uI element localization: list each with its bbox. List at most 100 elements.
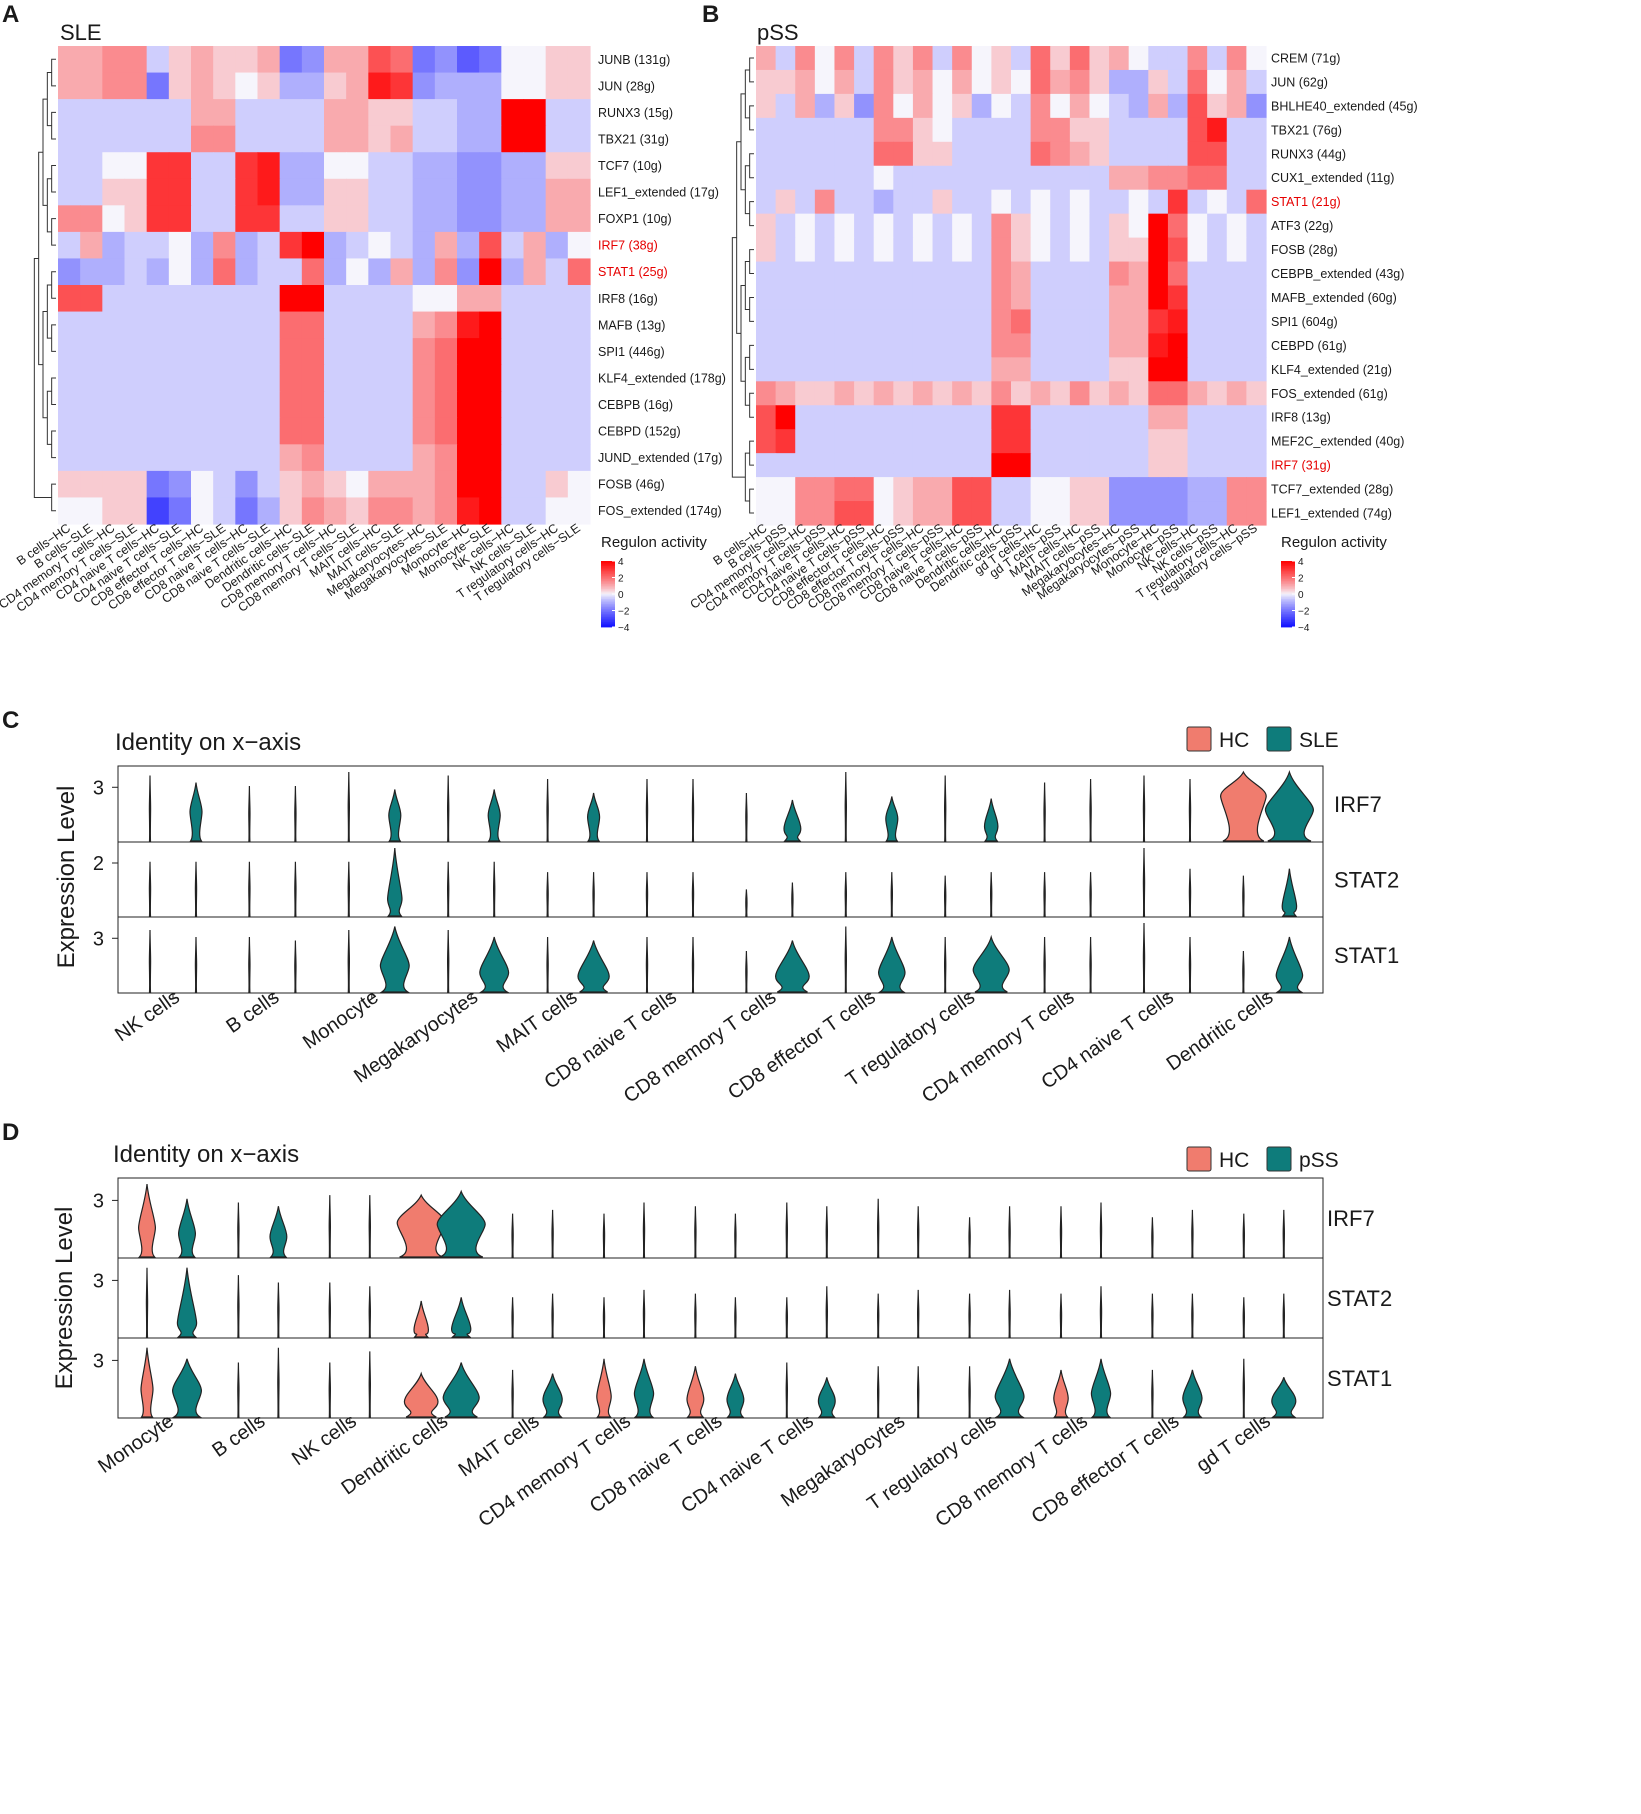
heatmap-cell	[795, 405, 816, 430]
violin-shape	[1099, 1202, 1103, 1258]
dendrogram-branch	[46, 390, 52, 445]
dendrogram-branch	[740, 93, 746, 191]
heatmap-cell	[390, 417, 414, 445]
dendrogram-branch	[744, 165, 750, 215]
heatmap-cell	[146, 497, 170, 525]
heatmap-cell	[390, 444, 414, 472]
heatmap-cell	[1148, 117, 1169, 143]
heatmap-cell	[346, 178, 369, 206]
legend-gradient-step	[601, 577, 615, 580]
heatmap-cell	[1128, 309, 1149, 334]
heatmap-cell	[775, 261, 796, 287]
heatmap-cell	[1226, 357, 1247, 382]
legend-gradient-step	[601, 567, 615, 570]
heatmap-cell	[854, 213, 875, 239]
heatmap-cell	[346, 152, 369, 180]
row-label: JUNB (131g)	[598, 53, 670, 67]
heatmap-cell	[479, 364, 502, 392]
y-axis-label: Expression Level	[51, 1207, 78, 1390]
heatmap-cell	[971, 213, 992, 239]
heatmap-cell	[1167, 381, 1189, 406]
violin-shape	[386, 847, 403, 917]
heatmap-cell	[912, 429, 934, 454]
heatmap-cell	[756, 453, 777, 478]
heatmap-cell	[279, 152, 303, 180]
heatmap-cell	[1089, 165, 1110, 191]
heatmap-cell	[1069, 477, 1091, 502]
heatmap-cell	[146, 72, 170, 100]
violin-shape	[943, 875, 947, 917]
heatmap-cell	[390, 205, 414, 233]
violin-shape	[877, 936, 906, 993]
row-label: CEBPD (61g)	[1271, 339, 1347, 353]
heatmap-cell	[102, 72, 126, 100]
heatmap-cell	[814, 141, 836, 167]
heatmap-cell	[1069, 237, 1091, 263]
legend-gradient-step	[601, 622, 615, 625]
heatmap-cell	[545, 99, 569, 127]
heatmap-cell	[479, 391, 502, 419]
heatmap-cell	[952, 237, 973, 263]
row-label: CREM (71g)	[1271, 52, 1340, 66]
heatmap-cell	[893, 429, 914, 454]
heatmap-cell	[873, 93, 894, 119]
heatmap-cell	[213, 152, 236, 180]
heatmap-cell	[346, 444, 369, 472]
heatmap-cell	[434, 470, 458, 499]
heatmap-cell	[1226, 453, 1247, 478]
violin-shape	[177, 1198, 197, 1258]
heatmap-cell	[1187, 141, 1208, 167]
heatmap-cell	[854, 381, 875, 406]
heatmap-cell	[501, 178, 525, 206]
legend-gradient-step	[1281, 605, 1295, 608]
heatmap-cell	[390, 125, 414, 153]
x-tick-label: B cells	[222, 986, 283, 1038]
heatmap-cell	[893, 501, 914, 526]
heatmap-cell	[213, 417, 236, 445]
heatmap-cell	[834, 501, 855, 526]
violin-shape	[876, 1198, 880, 1258]
heatmap-cell	[854, 357, 875, 382]
heatmap-cell	[213, 391, 236, 419]
row-label: STAT1 (21g)	[1271, 195, 1341, 209]
heatmap-cell	[368, 72, 392, 100]
heatmap-cell	[893, 141, 914, 167]
legend-gradient-step	[601, 618, 615, 621]
heatmap-cell	[1226, 213, 1247, 239]
heatmap-cell	[168, 258, 192, 286]
violin-title: Identity on x−axis	[113, 1141, 299, 1168]
violin-shape	[1099, 1286, 1103, 1338]
dendrogram-branch	[749, 201, 754, 227]
heatmap-cell	[146, 444, 170, 472]
heatmap-cell	[146, 470, 170, 499]
heatmap-cell	[1246, 237, 1267, 263]
legend-tick-label: 0	[618, 590, 624, 601]
heatmap-cell	[1167, 189, 1189, 215]
heatmap-cell	[479, 258, 502, 286]
heatmap-cell	[873, 189, 894, 215]
heatmap-cell	[1226, 333, 1247, 358]
heatmap-cell	[1109, 237, 1130, 263]
heatmap-cell	[756, 381, 777, 406]
heatmap-cell	[146, 46, 170, 74]
heatmap-cell	[834, 237, 855, 263]
heatmap-cell	[479, 338, 502, 366]
violin-shape	[726, 1373, 745, 1418]
heatmap-cell	[854, 333, 875, 358]
heatmap-cell	[854, 477, 875, 502]
heatmap-cell	[1246, 117, 1267, 143]
heatmap-cell	[412, 46, 436, 74]
heatmap-cell	[301, 444, 325, 472]
heatmap-cell	[1246, 357, 1267, 382]
heatmap-cell	[854, 46, 875, 71]
heatmap-cell	[1128, 189, 1149, 215]
heatmap-cell	[912, 453, 934, 478]
heatmap-cell	[952, 453, 973, 478]
heatmap-cell	[854, 405, 875, 430]
legend-gradient-step	[601, 623, 615, 626]
heatmap-cell	[279, 258, 303, 286]
heatmap-cell	[191, 470, 214, 499]
heatmap-cell	[102, 178, 126, 206]
legend-gradient-step	[601, 598, 615, 601]
heatmap-cell	[324, 72, 347, 100]
